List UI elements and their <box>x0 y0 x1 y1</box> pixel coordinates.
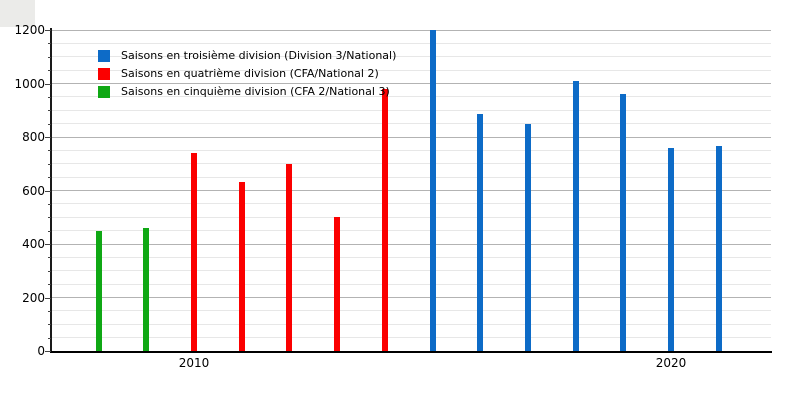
minor-gridline <box>52 323 771 325</box>
y-tick-label: 0 <box>37 344 45 358</box>
screenshot-corner-artifact <box>0 0 35 27</box>
bar-2014 <box>381 88 388 351</box>
legend-label: Saisons en cinquième division (CFA 2/Nat… <box>121 85 390 98</box>
minor-gridline <box>52 96 771 98</box>
x-tick-label-2020: 2020 <box>655 356 687 370</box>
y-axis-tick <box>48 324 51 326</box>
major-gridline <box>52 136 771 138</box>
y-tick-label: 600 <box>22 183 45 198</box>
y-axis-tick <box>45 244 51 245</box>
y-axis-tick <box>48 337 51 339</box>
minor-gridline <box>52 42 771 44</box>
bar-2008 <box>95 230 102 351</box>
y-tick-label: 200 <box>22 290 45 305</box>
minor-gridline <box>52 123 771 125</box>
y-axis-tick <box>48 70 51 72</box>
bar-2020 <box>668 147 674 351</box>
minor-gridline <box>52 163 771 165</box>
bar-2011 <box>238 182 245 351</box>
major-gridline <box>52 29 771 31</box>
y-axis-tick <box>48 123 51 125</box>
minor-gridline <box>52 203 771 205</box>
legend: Saisons en troisième division (Division … <box>98 47 396 101</box>
y-axis-tick <box>48 284 51 286</box>
minor-gridline <box>52 69 771 71</box>
y-axis-tick <box>48 96 51 98</box>
minor-gridline <box>52 283 771 285</box>
bar-2018 <box>572 80 579 351</box>
y-tick-label: 800 <box>22 130 45 144</box>
y-axis-tick <box>48 310 51 312</box>
legend-item-division5: Saisons en cinquième division (CFA 2/Nat… <box>98 83 396 101</box>
minor-gridline <box>52 56 771 58</box>
y-axis-tick <box>48 56 51 58</box>
legend-swatch-blue-icon <box>98 50 110 62</box>
y-axis-tick <box>48 43 51 45</box>
x-axis-line <box>50 351 772 353</box>
y-axis-tick <box>48 203 51 205</box>
major-gridline <box>52 83 771 84</box>
y-axis-tick <box>45 137 51 138</box>
minor-gridline <box>52 230 771 232</box>
y-axis-tick <box>45 30 51 31</box>
bar-2021 <box>715 146 722 351</box>
major-gridline <box>52 297 771 298</box>
y-axis-tick <box>48 177 51 179</box>
plot-area <box>52 29 771 351</box>
legend-label: Saisons en quatrième division (CFA/Natio… <box>121 67 379 80</box>
bar-2012 <box>286 163 293 351</box>
bar-2010 <box>191 153 197 351</box>
bar-2015 <box>429 30 436 351</box>
y-axis-tick <box>45 297 51 299</box>
y-axis-tick <box>48 110 51 112</box>
y-axis-tick <box>45 83 51 85</box>
minor-gridline <box>52 337 771 339</box>
legend-swatch-red-icon <box>98 68 110 80</box>
y-axis-tick <box>48 150 51 152</box>
bar-2016 <box>477 114 484 351</box>
major-gridline <box>52 190 771 191</box>
y-axis-line <box>50 28 52 351</box>
x-tick-label-2010: 2010 <box>178 356 210 370</box>
minor-gridline <box>52 270 771 272</box>
major-gridline <box>52 243 771 245</box>
minor-gridline <box>52 109 771 111</box>
minor-gridline <box>52 216 771 218</box>
y-axis-tick <box>48 217 51 219</box>
bar-2019 <box>620 94 627 351</box>
minor-gridline <box>52 176 771 178</box>
minor-gridline <box>52 310 771 312</box>
y-tick-label: 1000 <box>14 76 45 91</box>
y-axis-tick <box>48 163 51 165</box>
minor-gridline <box>52 149 771 151</box>
y-axis-tick <box>48 257 51 259</box>
minor-gridline <box>52 256 771 258</box>
bar-2013 <box>334 217 341 351</box>
y-axis-tick <box>45 190 51 192</box>
bar-2017 <box>524 123 531 351</box>
legend-item-division4: Saisons en quatrième division (CFA/Natio… <box>98 65 396 83</box>
bar-2009 <box>143 227 150 351</box>
legend-item-division3: Saisons en troisième division (Division … <box>98 47 396 65</box>
legend-swatch-green-icon <box>98 86 110 98</box>
y-tick-label: 1200 <box>14 23 45 37</box>
y-axis-tick <box>45 351 51 352</box>
y-axis-tick <box>48 270 51 272</box>
y-axis-tick <box>48 230 51 232</box>
legend-label: Saisons en troisième division (Division … <box>121 49 397 62</box>
y-tick-label: 400 <box>22 237 45 251</box>
